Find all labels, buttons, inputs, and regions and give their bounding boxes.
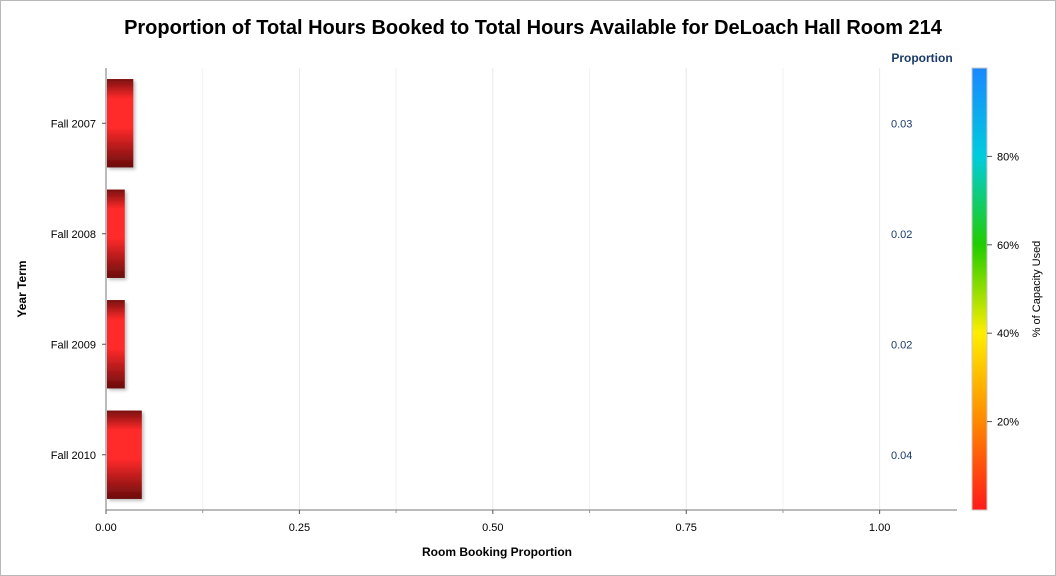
color-legend-tick-label: 60% bbox=[997, 240, 1019, 252]
color-legend-tick-label: 40% bbox=[997, 328, 1019, 340]
value-label: 0.03 bbox=[891, 118, 912, 130]
value-label: 0.04 bbox=[891, 450, 912, 462]
y-tick-label: Fall 2007 bbox=[51, 118, 96, 130]
color-legend-label: % of Capacity Used bbox=[1031, 241, 1043, 338]
color-legend-tick-label: 80% bbox=[997, 151, 1019, 163]
y-tick-label: Fall 2008 bbox=[51, 229, 96, 241]
y-tick-label: Fall 2009 bbox=[51, 339, 96, 351]
x-tick-label: 0.25 bbox=[289, 522, 310, 534]
chart-title: Proportion of Total Hours Booked to Tota… bbox=[124, 17, 943, 39]
color-legend-bar bbox=[971, 67, 988, 511]
y-tick-labels: Fall 2007 Fall 2008 Fall 2009 Fall 2010 bbox=[51, 118, 106, 462]
color-legend-ticks: 20% 40% 60% 80% bbox=[987, 151, 1019, 429]
grid-lines bbox=[202, 68, 881, 510]
x-tick-labels: 0.00 0.25 0.50 0.75 1.00 bbox=[95, 510, 890, 534]
value-label: 0.02 bbox=[891, 229, 912, 241]
bars bbox=[107, 79, 142, 499]
x-tick-label: 0.00 bbox=[95, 522, 116, 534]
y-axis-title: Year Term bbox=[15, 260, 29, 317]
axes bbox=[105, 68, 957, 511]
y-tick-label: Fall 2010 bbox=[51, 450, 96, 462]
bar bbox=[107, 300, 125, 389]
x-tick-label: 0.50 bbox=[482, 522, 503, 534]
x-axis-title: Room Booking Proportion bbox=[422, 545, 572, 559]
color-legend-tick-label: 20% bbox=[997, 417, 1019, 429]
x-tick-label: 1.00 bbox=[869, 522, 890, 534]
bar bbox=[107, 79, 134, 168]
bar bbox=[107, 189, 125, 278]
value-column-header: Proportion bbox=[891, 51, 952, 65]
value-label: 0.02 bbox=[891, 339, 912, 351]
x-tick-label: 0.75 bbox=[676, 522, 697, 534]
bar bbox=[107, 410, 142, 499]
value-column: 0.03 0.02 0.02 0.04 bbox=[891, 118, 912, 462]
